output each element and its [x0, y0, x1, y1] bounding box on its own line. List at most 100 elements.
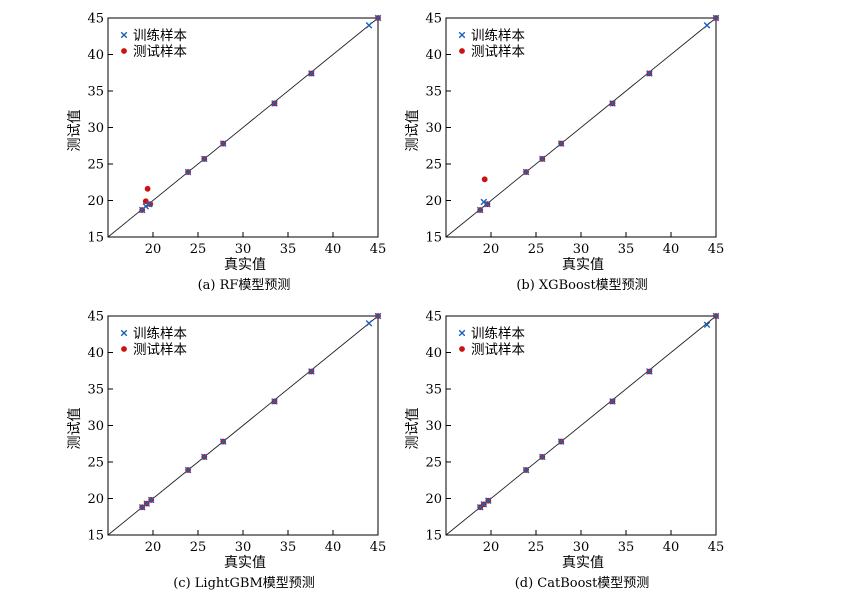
- legend-train-label: 训练样本: [471, 326, 525, 342]
- y-tick-label: 15: [425, 529, 442, 544]
- x-tick-label: 35: [618, 540, 635, 555]
- x-axis-label: 真实值: [224, 257, 266, 273]
- train-sample-point: [646, 70, 653, 77]
- train-sample-point-stroke-b: [374, 312, 382, 320]
- y-tick-label: 40: [425, 346, 442, 361]
- train-sample-point-stroke-b: [539, 453, 546, 461]
- y-tick-label: 30: [87, 419, 104, 434]
- train-sample-point: [522, 466, 530, 474]
- y-tick-label: 45: [425, 12, 442, 27]
- test-sample-point: [144, 185, 151, 192]
- train-sample-point-stroke-b: [308, 368, 315, 375]
- train-sample-point: [703, 22, 711, 29]
- train-sample-point: [308, 368, 315, 375]
- train-sample-point-stroke-b: [201, 453, 208, 461]
- chart-panel-2: 20 25 30 35 40 45 15 20 25 30 35 40 45 真实值 测试值 (c) Ligh…: [67, 310, 386, 592]
- train-sample-point-stroke-b: [184, 168, 192, 176]
- train-sample-point-stroke-b: [646, 368, 653, 375]
- train-sample-point: [476, 206, 484, 214]
- train-sample-point: [308, 70, 315, 77]
- legend-train-marker-stroke-b: [120, 329, 128, 337]
- y-tick-label: 35: [87, 85, 104, 100]
- train-sample-point-stroke-b: [557, 438, 565, 445]
- y-tick-label: 40: [87, 48, 104, 63]
- train-sample-point: [646, 368, 653, 375]
- train-sample-point: [557, 140, 565, 147]
- x-tick-label: 20: [145, 242, 162, 257]
- train-sample-point: [609, 398, 616, 405]
- chart-panel-3: 20 25 30 35 40 45 15 20 25 30 35 40 45 真实值 测试值 (d) CatB…: [405, 310, 724, 592]
- legend-train-marker: [458, 329, 466, 337]
- y-tick-label: 20: [87, 492, 104, 507]
- train-sample-point-stroke-b: [485, 497, 492, 504]
- legend-test-label: 测试样本: [133, 44, 187, 60]
- legend-train-label: 训练样本: [133, 28, 187, 44]
- y-tick-label: 15: [87, 231, 104, 246]
- train-sample-point: [539, 155, 546, 163]
- chart-panel-1: 20 25 30 35 40 45 15 20 25 30 35 40 45 真实值 测试值 (b) XGBo…: [405, 12, 724, 294]
- train-sample-point: [539, 453, 546, 461]
- train-sample-point-stroke-b: [609, 398, 616, 405]
- train-sample-point-stroke-b: [476, 206, 484, 214]
- y-tick-label: 45: [425, 310, 442, 325]
- y-tick-label: 15: [87, 529, 104, 544]
- x-tick-label: 45: [708, 242, 725, 257]
- train-sample-point: [184, 168, 192, 176]
- y-tick-label: 35: [425, 85, 442, 100]
- train-sample-point-stroke-b: [308, 70, 315, 77]
- train-sample-point: [712, 14, 720, 22]
- train-sample-point: [201, 155, 208, 163]
- x-tick-label: 25: [190, 242, 207, 257]
- legend-train-marker: [120, 31, 128, 39]
- train-sample-point: [146, 200, 153, 208]
- train-sample-point-stroke-b: [522, 168, 530, 176]
- x-tick-label: 30: [573, 242, 590, 257]
- train-sample-point-stroke-b: [480, 198, 488, 206]
- legend-train-marker-stroke-b: [458, 31, 466, 39]
- train-sample-point: [484, 200, 491, 208]
- train-sample-point: [485, 497, 492, 504]
- y-tick-label: 25: [87, 456, 104, 471]
- train-sample-point-stroke-b: [557, 140, 565, 147]
- panel-caption: (a) RF模型预测: [198, 278, 291, 293]
- train-sample-point-stroke-b: [712, 14, 720, 22]
- x-tick-label: 35: [280, 540, 297, 555]
- y-axis-label: 测试值: [405, 110, 421, 152]
- train-sample-point: [712, 312, 720, 320]
- train-sample-point-stroke-b: [646, 70, 653, 77]
- x-axis-label: 真实值: [224, 555, 266, 571]
- x-tick-label: 40: [325, 242, 342, 257]
- legend-test-label: 测试样本: [471, 44, 525, 60]
- train-sample-point-stroke-b: [219, 140, 227, 147]
- panel-caption: (d) CatBoost模型预测: [515, 576, 650, 591]
- y-tick-label: 45: [87, 310, 104, 325]
- train-sample-point: [374, 14, 382, 22]
- x-tick-label: 25: [528, 242, 545, 257]
- train-sample-point: [271, 398, 278, 405]
- x-tick-label: 20: [145, 540, 162, 555]
- x-tick-label: 25: [528, 540, 545, 555]
- reference-line: [107, 17, 379, 238]
- test-sample-point: [481, 176, 488, 183]
- x-tick-label: 30: [235, 242, 252, 257]
- x-tick-label: 35: [280, 242, 297, 257]
- y-axis-label: 测试值: [67, 408, 83, 450]
- train-sample-point-stroke-b: [271, 100, 278, 107]
- train-sample-point: [557, 438, 565, 445]
- train-sample-point: [365, 22, 373, 29]
- legend-train-marker-stroke-b: [120, 31, 128, 39]
- panel-caption: (b) XGBoost模型预测: [516, 278, 647, 293]
- train-sample-point: [219, 140, 227, 147]
- train-sample-point-stroke-b: [271, 398, 278, 405]
- legend-test-marker: [121, 48, 127, 54]
- y-axis-label: 测试值: [405, 408, 421, 450]
- y-axis-label: 测试值: [67, 110, 83, 152]
- x-tick-label: 20: [483, 242, 500, 257]
- train-sample-point-stroke-b: [703, 22, 711, 29]
- reference-line: [445, 17, 717, 238]
- train-sample-point: [365, 320, 373, 327]
